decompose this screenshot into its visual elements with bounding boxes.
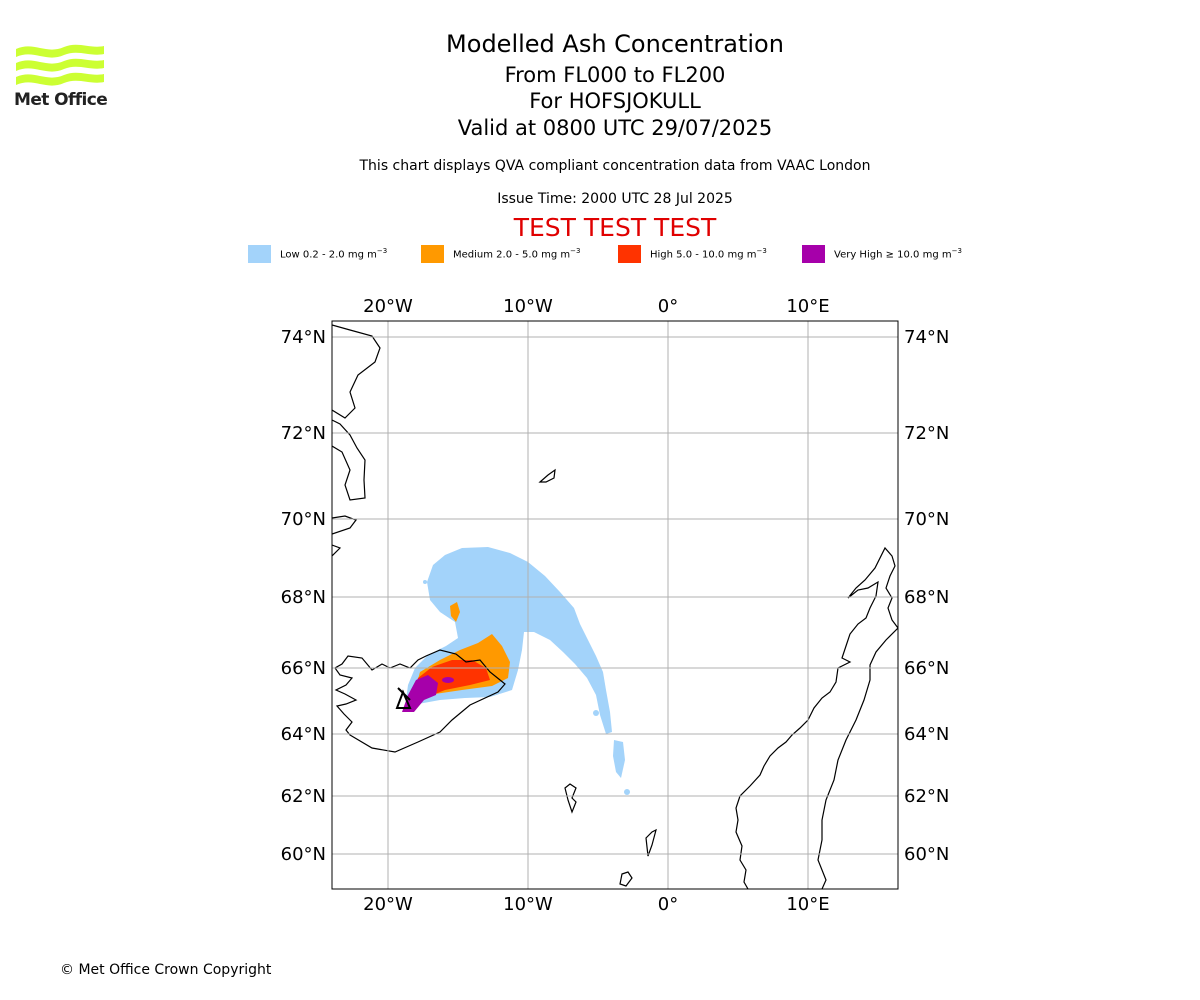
ash-contour-low-speck [593, 710, 599, 716]
lat-left-label: 64°N [281, 724, 326, 745]
lon-bottom-label: 20°W [363, 894, 413, 915]
ash-contour-low-fragment [613, 740, 625, 778]
legend-item-medium: Medium 2.0 - 5.0 mg m−3 [421, 244, 580, 264]
lat-left-labels: 74°N 72°N 70°N 68°N 66°N 64°N 62°N 60°N [281, 327, 326, 865]
volcano-marker-icon [395, 687, 412, 709]
lon-bottom-label: 10°E [786, 894, 829, 915]
lon-bottom-label: 10°W [503, 894, 553, 915]
legend-swatch-medium [421, 245, 444, 263]
volcano-name: For HOFSJOKULL [529, 89, 701, 113]
ash-contour-low-speck [624, 789, 630, 795]
gridlines [332, 321, 898, 889]
legend-item-very-high: Very High ≥ 10.0 mg m−3 [802, 244, 962, 264]
legend-label-very-high: Very High ≥ 10.0 mg m [834, 249, 952, 261]
lon-top-label: 20°W [363, 296, 413, 317]
lon-top-label: 0° [658, 296, 678, 317]
lat-left-label: 74°N [281, 327, 326, 348]
test-banner: TEST TEST TEST [513, 213, 717, 242]
lat-left-label: 68°N [281, 587, 326, 608]
flight-level-range: From FL000 to FL200 [504, 63, 726, 87]
lat-right-label: 72°N [904, 423, 949, 444]
valid-time: Valid at 0800 UTC 29/07/2025 [457, 116, 773, 140]
map-frame [331, 320, 899, 890]
coastlines [332, 324, 898, 889]
lon-bottom-labels: 20°W 10°W 0° 10°E [363, 894, 829, 915]
ash-contour-low-speck [423, 580, 427, 584]
lon-top-label: 10°E [786, 296, 829, 317]
legend-unit-exponent: −3 [951, 247, 962, 256]
lat-right-label: 70°N [904, 509, 949, 530]
legend-unit-exponent: −3 [570, 247, 581, 256]
lat-left-label: 70°N [281, 509, 326, 530]
lat-right-label: 68°N [904, 587, 949, 608]
legend-label-low: Low 0.2 - 2.0 mg m [280, 249, 377, 261]
legend-unit-exponent: −3 [376, 247, 388, 256]
lat-right-label: 66°N [904, 658, 949, 679]
lon-bottom-label: 0° [658, 894, 678, 915]
ash-contour-low [406, 547, 612, 734]
lat-right-labels: 74°N 72°N 70°N 68°N 66°N 64°N 62°N 60°N [904, 327, 949, 865]
legend-swatch-very-high [802, 245, 825, 263]
copyright-notice: © Met Office Crown Copyright [60, 962, 272, 978]
lon-top-labels: 20°W 10°W 0° 10°E [363, 296, 829, 317]
lat-right-label: 60°N [904, 844, 949, 865]
lon-top-label: 10°W [503, 296, 553, 317]
legend-label-medium: Medium 2.0 - 5.0 mg m [453, 249, 571, 261]
lat-right-label: 64°N [904, 724, 949, 745]
ash-contour-medium-patch [450, 602, 460, 622]
lat-left-label: 66°N [281, 658, 326, 679]
ash-contour-very-high [402, 675, 438, 712]
legend-item-high: High 5.0 - 10.0 mg m−3 [618, 244, 767, 264]
ash-contour-very-high-patch [442, 677, 454, 683]
lat-right-label: 62°N [904, 786, 949, 807]
issue-time: Issue Time: 2000 UTC 28 Jul 2025 [497, 191, 733, 207]
lat-left-label: 72°N [281, 423, 326, 444]
lat-left-label: 60°N [281, 844, 326, 865]
lat-right-label: 74°N [904, 327, 949, 348]
legend-swatch-low [248, 245, 271, 263]
legend-swatch-high [618, 245, 641, 263]
legend-item-low: Low 0.2 - 2.0 mg m−3 [248, 244, 387, 264]
lat-left-label: 62°N [281, 786, 326, 807]
met-office-logo-icon [16, 44, 104, 86]
chart-title: Modelled Ash Concentration [446, 30, 784, 58]
chart-description: This chart displays QVA compliant concen… [359, 158, 871, 174]
legend-unit-exponent: −3 [756, 247, 767, 256]
logo-text: Met Office [14, 90, 108, 110]
legend-label-high: High 5.0 - 10.0 mg m [650, 249, 757, 261]
